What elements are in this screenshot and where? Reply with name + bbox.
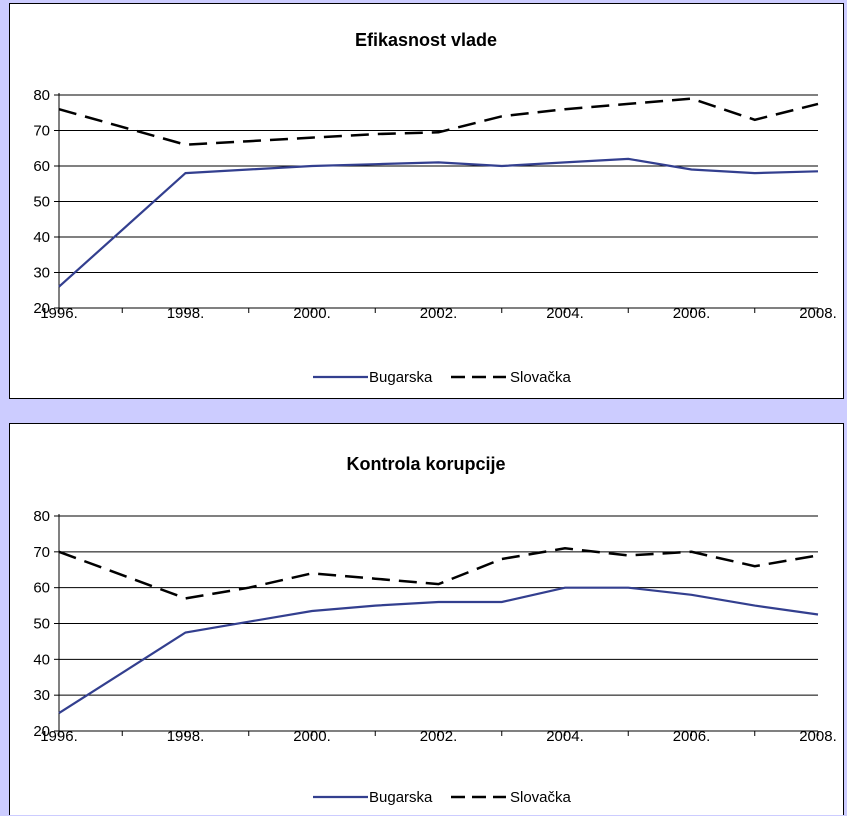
series-line-bugarska bbox=[58, 157, 819, 288]
legend-label-bugarska: Bugarska bbox=[369, 789, 433, 806]
x-tick-label: 1998. bbox=[167, 305, 205, 322]
y-tick-label: 40 bbox=[33, 651, 50, 668]
legend-label-slovacka: Slovačka bbox=[510, 789, 572, 806]
x-tick-label: 2002. bbox=[420, 728, 458, 745]
series-line-slovacka bbox=[58, 97, 819, 146]
y-tick-label: 60 bbox=[33, 158, 50, 175]
korupcija-chart: Kontrola korupcije 20 30 40 50 60 70 80 1996. 199… bbox=[33, 454, 837, 806]
x-tick-label: 1996. bbox=[40, 728, 78, 745]
chart-panel-korupcija: Kontrola korupcije 20 30 40 50 60 70 80 1996. 199… bbox=[9, 423, 844, 815]
y-tick-label: 30 bbox=[33, 687, 50, 704]
x-tick-label: 2008. bbox=[799, 728, 837, 745]
x-tick-label: 2000. bbox=[293, 728, 331, 745]
x-tick-label: 2006. bbox=[673, 728, 711, 745]
y-tick-label: 70 bbox=[33, 123, 50, 140]
y-tick-label: 80 bbox=[33, 508, 50, 525]
series-line-slovacka bbox=[58, 547, 819, 600]
chart-panel-efikasnost: Efikasnost vlade 20 30 40 50 60 70 80 1996. 1998.… bbox=[9, 3, 844, 399]
chart-title: Kontrola korupcije bbox=[346, 454, 505, 474]
y-tick-label: 50 bbox=[33, 616, 50, 633]
y-tick-label: 30 bbox=[33, 265, 50, 282]
x-tick-label: 1996. bbox=[40, 305, 78, 322]
y-tick-label: 20 bbox=[33, 723, 50, 740]
y-tick-label: 70 bbox=[33, 544, 50, 561]
x-tick-label: 2000. bbox=[293, 305, 331, 322]
y-tick-label: 50 bbox=[33, 194, 50, 211]
y-tick-label: 60 bbox=[33, 580, 50, 597]
x-tick-label: 1998. bbox=[167, 728, 205, 745]
efikasnost-chart: Efikasnost vlade 20 30 40 50 60 70 80 1996. 1998.… bbox=[33, 30, 837, 386]
y-tick-label: 80 bbox=[33, 87, 50, 104]
legend-label-bugarska: Bugarska bbox=[369, 369, 433, 386]
x-tick-label: 2002. bbox=[420, 305, 458, 322]
x-tick-label: 2004. bbox=[546, 305, 584, 322]
chart-title: Efikasnost vlade bbox=[355, 30, 497, 50]
series-line-bugarska bbox=[58, 586, 819, 715]
y-tick-label: 20 bbox=[33, 300, 50, 317]
x-tick-label: 2004. bbox=[546, 728, 584, 745]
legend-label-slovacka: Slovačka bbox=[510, 369, 572, 386]
x-tick-label: 2006. bbox=[673, 305, 711, 322]
y-tick-label: 40 bbox=[33, 229, 50, 246]
x-tick-label: 2008. bbox=[799, 305, 837, 322]
